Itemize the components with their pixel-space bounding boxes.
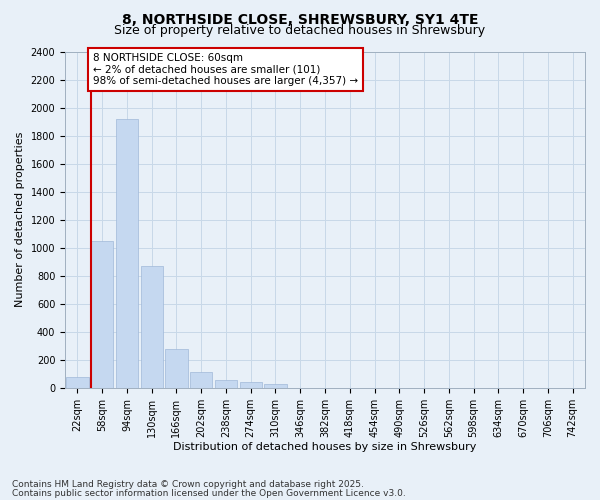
Bar xyxy=(91,240,113,388)
Y-axis label: Number of detached properties: Number of detached properties xyxy=(15,132,25,308)
Text: 8, NORTHSIDE CLOSE, SHREWSBURY, SY1 4TE: 8, NORTHSIDE CLOSE, SHREWSBURY, SY1 4TE xyxy=(122,12,478,26)
Bar xyxy=(166,348,188,388)
Bar xyxy=(116,119,138,388)
Bar xyxy=(66,378,89,388)
Text: 8 NORTHSIDE CLOSE: 60sqm
← 2% of detached houses are smaller (101)
98% of semi-d: 8 NORTHSIDE CLOSE: 60sqm ← 2% of detache… xyxy=(93,53,358,86)
Bar xyxy=(239,382,262,388)
Bar xyxy=(265,384,287,388)
Bar xyxy=(190,372,212,388)
X-axis label: Distribution of detached houses by size in Shrewsbury: Distribution of detached houses by size … xyxy=(173,442,477,452)
Text: Size of property relative to detached houses in Shrewsbury: Size of property relative to detached ho… xyxy=(115,24,485,37)
Bar xyxy=(215,380,237,388)
Text: Contains public sector information licensed under the Open Government Licence v3: Contains public sector information licen… xyxy=(12,489,406,498)
Text: Contains HM Land Registry data © Crown copyright and database right 2025.: Contains HM Land Registry data © Crown c… xyxy=(12,480,364,489)
Bar xyxy=(140,266,163,388)
